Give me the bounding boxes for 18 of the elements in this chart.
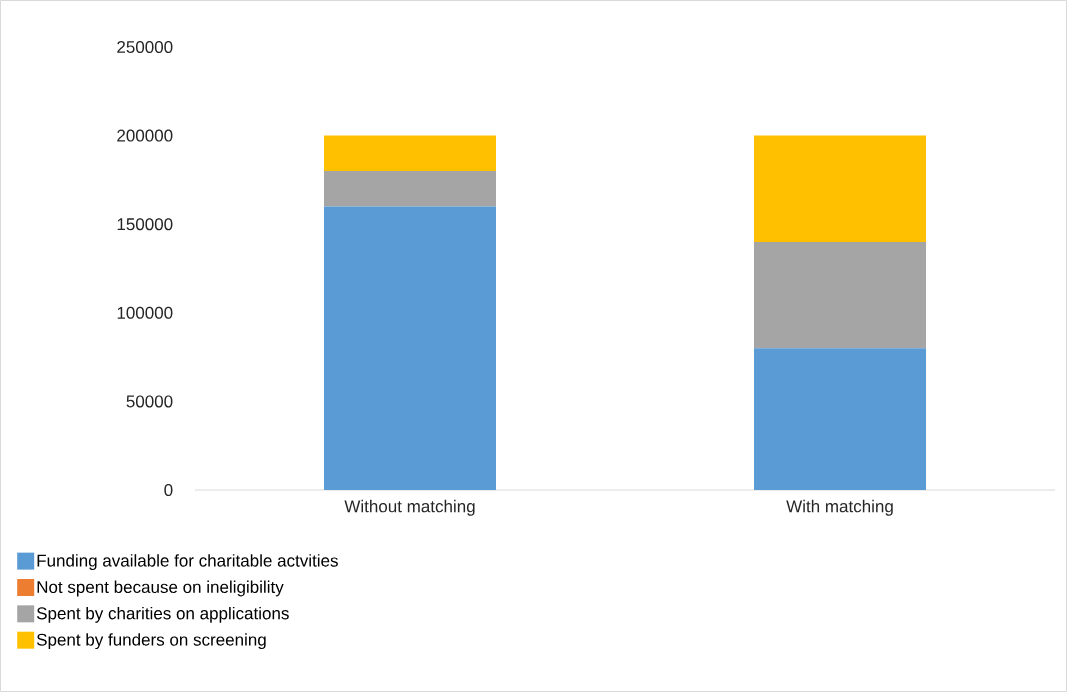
bar	[754, 241, 927, 349]
legend-label: Spent by funders on screening	[36, 633, 266, 650]
legend-label: Funding available for charitable actvities	[37, 554, 338, 571]
bar	[324, 171, 496, 207]
y-tick-label: 150000	[117, 218, 173, 231]
bar	[754, 348, 927, 490]
y-tick-label: 200000	[117, 129, 173, 142]
bar	[324, 206, 496, 490]
y-tick-label: 100000	[117, 306, 173, 319]
legend-label: Spent by charities on applications	[36, 606, 289, 623]
bar	[324, 135, 496, 172]
y-tick-label: 0	[164, 483, 173, 497]
y-tick-label: 250000	[117, 40, 173, 54]
x-tick-label: With matching	[786, 499, 893, 516]
legend-label: Not spent because on ineligibility	[37, 580, 284, 597]
bar	[754, 135, 927, 242]
y-tick-label: 50000	[126, 395, 173, 408]
x-tick-label: Without matching	[344, 499, 475, 516]
